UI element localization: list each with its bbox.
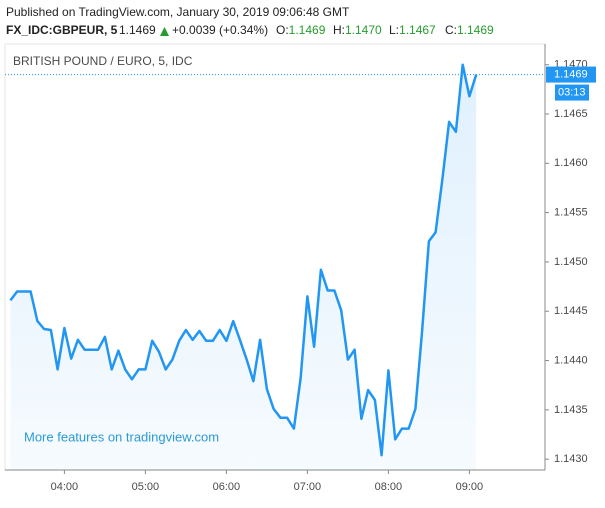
ohlc-label: L: xyxy=(389,23,399,37)
ohlc: O: 1.1469 H: 1.1470 L: 1.1467 C: 1.1469 xyxy=(276,23,494,37)
price-line xyxy=(9,63,478,457)
price-label-box xyxy=(546,66,596,83)
ohlc-label: H: xyxy=(333,23,345,37)
chart-title: BRITISH POUND / EURO, 5, IDC xyxy=(13,54,193,68)
x-tick-label: 06:00 xyxy=(213,481,241,493)
y-tick-label: 1.1460 xyxy=(554,157,588,169)
ohlc-value: 1.1470 xyxy=(345,23,382,37)
ohlc-value: 1.1469 xyxy=(457,23,494,37)
y-tick-label: 1.1455 xyxy=(554,207,588,219)
x-tick-label: 09:00 xyxy=(456,481,484,493)
y-tick-label: 1.1435 xyxy=(554,404,588,416)
x-tick-label: 08:00 xyxy=(375,481,403,493)
ohlc-label: C: xyxy=(445,23,457,37)
countdown: 03:13 xyxy=(558,86,586,98)
y-tick-label: 1.1445 xyxy=(554,305,588,317)
ohlc-label: O: xyxy=(276,23,289,37)
watermark: More features on tradingview.com xyxy=(24,429,219,444)
x-tick-label: 05:00 xyxy=(132,481,160,493)
y-tick-label: 1.1450 xyxy=(554,256,588,268)
up-arrow xyxy=(160,27,169,36)
y-tick-label: 1.1465 xyxy=(554,108,588,120)
countdown-box xyxy=(555,84,589,101)
y-tick-label: 1.1440 xyxy=(554,354,588,366)
ohlc-value: 1.1467 xyxy=(399,23,436,37)
last-price: 1.1469 xyxy=(119,23,156,37)
y-tick-label: 1.1430 xyxy=(554,453,588,465)
area-fill xyxy=(10,64,477,470)
published-line: Published on TradingView.com, January 30… xyxy=(6,5,350,19)
price-label: 1.1469 xyxy=(554,68,588,80)
plot: 1.1430 1.1435 1.1440 1.1445 1.1450 1.1455 1.14… xyxy=(5,59,596,493)
symbol: FX_IDC:GBPEUR, 5 xyxy=(6,23,118,37)
x-tick-label: 07:00 xyxy=(294,481,322,493)
x-tick-label: 04:00 xyxy=(51,481,79,493)
change: +0.0039 (+0.34%) xyxy=(172,23,268,37)
ohlc-value: 1.1469 xyxy=(289,23,326,37)
